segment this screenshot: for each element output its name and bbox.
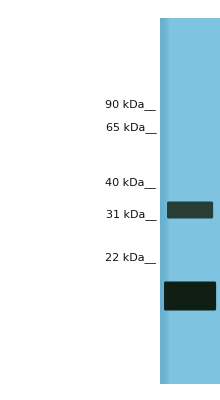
- Text: 40 kDa__: 40 kDa__: [105, 178, 156, 188]
- Bar: [160, 18, 169, 384]
- FancyBboxPatch shape: [164, 282, 216, 310]
- Bar: [160, 18, 166, 384]
- Bar: [160, 18, 163, 384]
- Text: 31 kDa__: 31 kDa__: [106, 210, 156, 220]
- FancyBboxPatch shape: [167, 202, 213, 218]
- Bar: [160, 18, 220, 384]
- Bar: [160, 18, 161, 384]
- Bar: [160, 18, 165, 384]
- Text: 22 kDa__: 22 kDa__: [105, 252, 156, 264]
- Bar: [160, 18, 162, 384]
- Bar: [160, 18, 168, 384]
- Text: 65 kDa__: 65 kDa__: [106, 122, 156, 134]
- Text: 90 kDa__: 90 kDa__: [105, 100, 156, 110]
- Bar: [160, 18, 167, 384]
